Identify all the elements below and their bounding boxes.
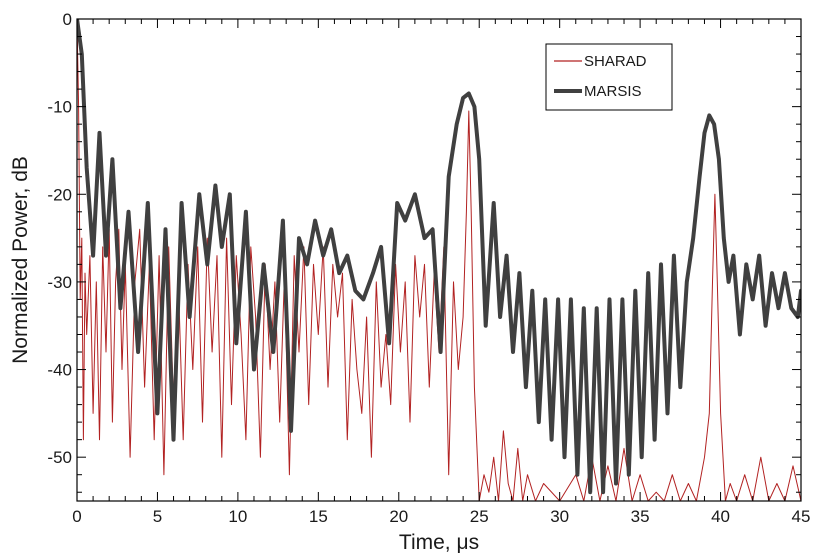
legend: SHARAD MARSIS bbox=[545, 43, 673, 111]
y-tick-label: -40 bbox=[47, 361, 72, 380]
x-tick-label: 0 bbox=[72, 507, 81, 526]
x-tick-label: 20 bbox=[389, 507, 408, 526]
series-layer bbox=[77, 19, 801, 501]
x-tick-label: 40 bbox=[711, 507, 730, 526]
legend-box bbox=[545, 43, 673, 111]
y-tick-label: -10 bbox=[47, 98, 72, 117]
axis-ticks bbox=[76, 18, 802, 501]
plot-frame bbox=[76, 18, 802, 502]
x-tick-label: 15 bbox=[309, 507, 328, 526]
x-tick-label: 35 bbox=[631, 507, 650, 526]
y-tick-label: 0 bbox=[63, 10, 72, 29]
legend-label-sharad: SHARAD bbox=[584, 53, 647, 70]
x-axis-title: Time, μs bbox=[399, 531, 479, 554]
x-tick-label: 5 bbox=[153, 507, 162, 526]
y-tick-label: -30 bbox=[47, 273, 72, 292]
x-tick-label: 30 bbox=[550, 507, 569, 526]
x-tick-label: 45 bbox=[792, 507, 811, 526]
y-tick-label: -50 bbox=[47, 448, 72, 467]
y-axis-title: Normalized Power, dB bbox=[9, 156, 32, 364]
plot-border bbox=[76, 18, 802, 502]
tick-labels: 0 5 10 15 20 25 30 35 40 45 0 -10 -20 -30 -40 -50 bbox=[47, 10, 810, 526]
x-tick-label: 25 bbox=[470, 507, 489, 526]
x-tick-label: 10 bbox=[228, 507, 247, 526]
legend-label-marsis: MARSIS bbox=[584, 83, 642, 100]
series-line-marsis bbox=[77, 19, 801, 495]
y-tick-label: -20 bbox=[47, 185, 72, 204]
